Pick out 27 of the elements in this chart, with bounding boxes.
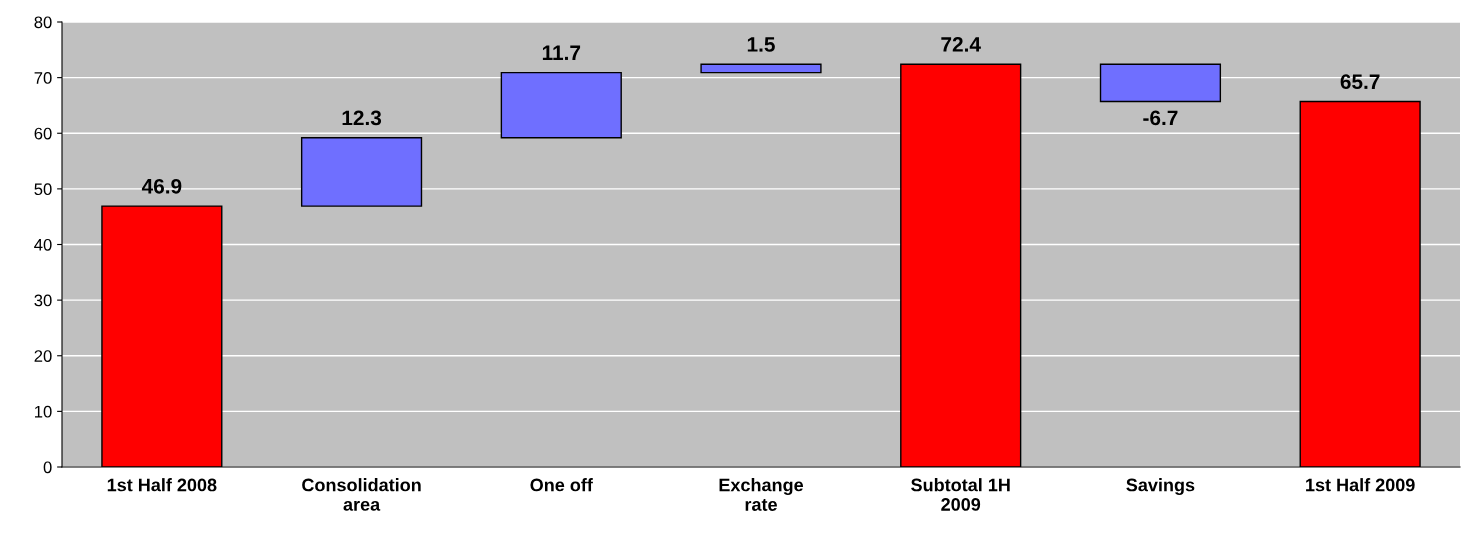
- x-tick-label: 1st Half 2008: [107, 478, 217, 492]
- y-tick-label: 40: [34, 238, 52, 251]
- bar: [500, 71, 622, 139]
- y-tick-label: 20: [34, 350, 52, 362]
- x-tick-label: Subtotal 1H 2009: [911, 478, 1010, 511]
- y-tick-label: 80: [34, 16, 52, 29]
- data-label: 11.7: [542, 45, 581, 60]
- data-label: 72.4: [941, 37, 981, 52]
- bar: [1099, 63, 1222, 103]
- y-tick-label: 30: [34, 294, 52, 307]
- y-tick-label: 70: [34, 72, 52, 84]
- data-label: 46.9: [141, 178, 182, 194]
- bar: [300, 137, 423, 207]
- data-label: 65.7: [1340, 74, 1380, 90]
- data-label: 1.5: [747, 37, 775, 52]
- x-tick-label: 1st Half 2009: [1306, 478, 1415, 492]
- y-tick-label: 10: [35, 405, 52, 418]
- y-tick-label: 60: [34, 127, 52, 140]
- y-tick-label: 50: [34, 183, 52, 196]
- data-label: -6.7: [1143, 110, 1178, 126]
- x-tick-label: One off: [530, 478, 593, 492]
- x-tick-label: Consolidation area: [302, 478, 421, 511]
- y-tick-label: 0: [43, 461, 52, 474]
- x-tick-label: Savings: [1126, 478, 1195, 496]
- bar: [700, 63, 822, 74]
- x-tick-label: Exchange rate: [719, 478, 804, 511]
- data-label: 12.3: [342, 110, 382, 126]
